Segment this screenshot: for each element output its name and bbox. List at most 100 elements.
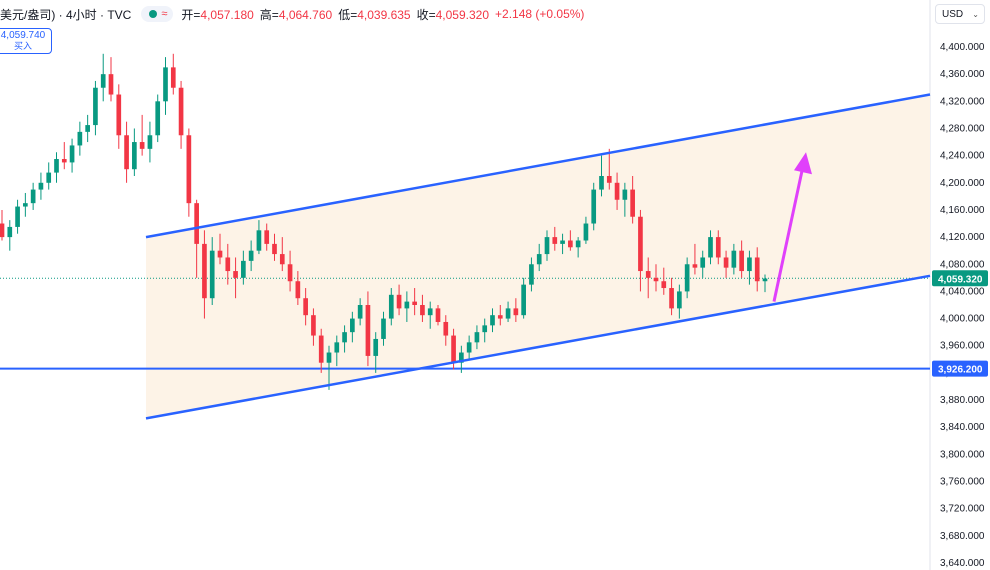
candle — [599, 176, 604, 190]
candle — [303, 298, 308, 316]
candle — [93, 87, 98, 126]
candle — [731, 250, 737, 268]
candle — [225, 257, 231, 272]
candle — [100, 74, 106, 88]
low-value: 4,039.635 — [357, 7, 411, 22]
candle — [529, 264, 534, 285]
level-price-tag: 3,926.200 — [938, 365, 983, 376]
candle — [287, 264, 293, 282]
buy-button[interactable]: 4,059.740 买入 — [0, 28, 52, 54]
candle — [233, 271, 238, 278]
candle — [170, 67, 176, 88]
candle — [77, 131, 83, 146]
candle — [684, 264, 690, 292]
chevron-down-icon: ⌄ — [972, 10, 979, 19]
candle — [466, 342, 472, 353]
candle — [194, 203, 199, 244]
projection-arrow-shaft — [772, 165, 805, 302]
candle — [7, 226, 13, 238]
market-status[interactable]: ≈ — [141, 6, 174, 22]
ohlc-values: 开=4,057.180 高=4,064.760 低=4,039.635 收=4,… — [181, 6, 489, 23]
market-open-dot-icon — [149, 10, 158, 18]
candle — [124, 135, 129, 170]
candle — [497, 315, 503, 319]
candle — [15, 206, 20, 227]
candle — [591, 189, 597, 224]
candle — [762, 278, 768, 282]
candle — [23, 203, 28, 207]
candle — [513, 308, 519, 316]
level-price-tag-bg — [932, 360, 988, 377]
open-label: 开= — [181, 7, 201, 22]
close-label: 收= — [416, 7, 436, 22]
candle — [186, 135, 192, 204]
candle — [747, 257, 752, 272]
candle — [139, 142, 145, 149]
y-tick-label: 4,120.000 — [940, 232, 985, 243]
candle — [279, 254, 285, 265]
candle — [630, 189, 635, 217]
currency-label: USD — [942, 9, 964, 20]
y-tick-label: 4,160.000 — [940, 205, 985, 216]
candle — [661, 281, 667, 289]
candle — [404, 301, 410, 309]
candle — [645, 271, 651, 278]
candle — [622, 189, 628, 200]
candle — [248, 250, 254, 261]
candle — [490, 315, 495, 326]
candle — [373, 338, 379, 356]
candle — [568, 240, 573, 248]
open-value: 4,057.180 — [200, 7, 254, 22]
y-tick-label: 3,720.000 — [940, 504, 985, 515]
candle — [85, 125, 90, 132]
candle — [536, 254, 542, 265]
candle — [365, 305, 371, 356]
candle — [427, 308, 433, 316]
candle — [552, 237, 558, 244]
candle — [388, 294, 394, 319]
candle — [202, 243, 207, 299]
candle — [583, 223, 589, 241]
channel-lower-line — [145, 274, 931, 420]
candle — [61, 159, 67, 163]
symbol-header: 美元/盎司) · 4小时 · TVC ≈ 开=4,057.180 高=4,064… — [0, 0, 930, 28]
candle — [132, 142, 137, 170]
candle — [357, 305, 363, 319]
candle — [272, 243, 277, 255]
candle — [723, 257, 729, 268]
candle — [108, 74, 114, 95]
candle — [342, 332, 347, 343]
currency-selector[interactable]: USD ⌄ — [935, 4, 985, 24]
candle — [443, 321, 449, 336]
candle — [575, 240, 581, 248]
candle — [653, 277, 659, 282]
candle — [295, 281, 301, 299]
candle — [318, 335, 324, 363]
y-tick-label: 4,240.000 — [940, 151, 985, 162]
current-price-tag: 4,059.320 — [938, 274, 983, 285]
candle — [560, 240, 565, 244]
candle — [700, 257, 706, 268]
candle — [69, 145, 75, 163]
candle — [451, 335, 456, 363]
y-tick-label: 3,760.000 — [940, 477, 985, 488]
candle — [715, 237, 721, 258]
candle — [474, 332, 480, 343]
y-tick-label: 3,960.000 — [940, 341, 985, 352]
buy-price: 4,059.740 — [0, 30, 46, 41]
high-label: 高= — [259, 7, 279, 22]
candle — [241, 260, 246, 278]
candle — [147, 135, 153, 149]
candle — [638, 216, 643, 272]
candle — [350, 318, 355, 333]
y-tick-label: 4,000.000 — [940, 314, 985, 325]
candle — [256, 230, 262, 251]
candle — [420, 305, 425, 316]
symbol-title[interactable]: 美元/盎司) · 4小时 · TVC — [0, 7, 132, 22]
candle — [381, 318, 386, 339]
y-tick-label: 3,800.000 — [940, 449, 985, 460]
close-value: 4,059.320 — [435, 7, 490, 22]
candle — [459, 352, 464, 363]
candle — [669, 288, 674, 309]
